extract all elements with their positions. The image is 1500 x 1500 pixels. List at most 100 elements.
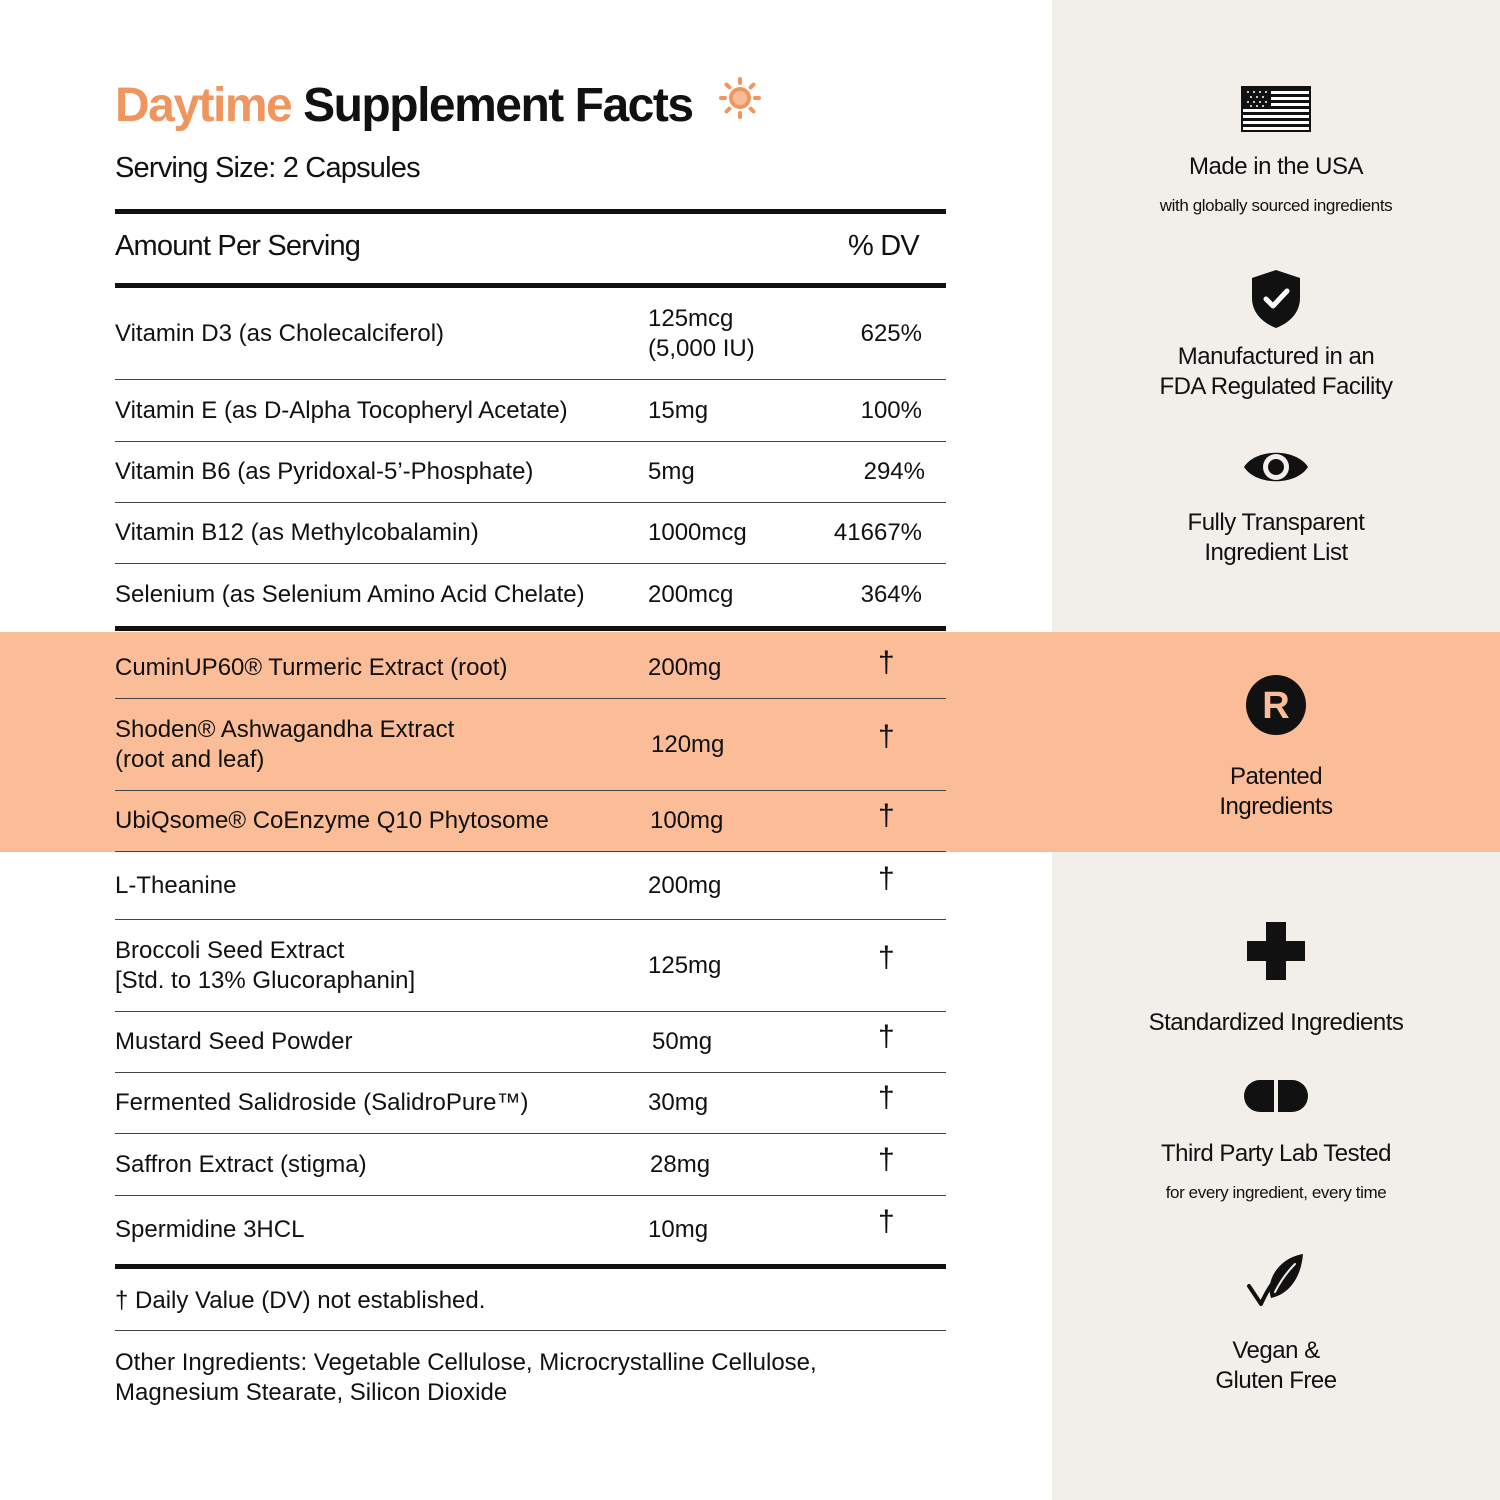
- ingredient-name: Broccoli Seed Extract [Std. to 13% Glucor…: [115, 936, 416, 994]
- row-divider: [115, 919, 946, 920]
- dagger-mark: †: [878, 861, 895, 895]
- feature-title: Gluten Free: [1215, 1367, 1337, 1394]
- footnote-divider: [115, 1330, 946, 1331]
- sun-icon: [718, 76, 762, 133]
- feature-title: Ingredient List: [1204, 539, 1348, 566]
- feature-title: Vegan &: [1232, 1337, 1320, 1364]
- divider-section: [115, 626, 946, 631]
- feature-fda-facility: Manufactured in an FDA Regulated Facilit…: [1052, 260, 1500, 420]
- dagger-mark: †: [878, 1020, 895, 1054]
- ingredient-name: Vitamin E (as D-Alpha Tocopheryl Acetate…: [115, 396, 568, 424]
- ingredient-amount: 125mcg (5,000 IU): [648, 304, 755, 362]
- ingredient-name: CuminUP60® Turmeric Extract (root): [115, 653, 508, 681]
- feature-title: Standardized Ingredients: [1148, 1009, 1404, 1036]
- dagger-mark: †: [878, 941, 895, 975]
- title-main: Supplement Facts: [303, 79, 694, 132]
- divider-header: [115, 283, 946, 288]
- row-divider: [115, 441, 946, 442]
- ingredient-amount: 28mg: [650, 1150, 711, 1178]
- ingredient-name: Saffron Extract (stigma): [115, 1150, 367, 1178]
- ingredient-amount: 200mcg: [648, 581, 734, 608]
- ingredient-amount: 50mg: [652, 1028, 713, 1055]
- feature-title: Made in the USA: [1189, 153, 1363, 180]
- usa-flag-icon: [1241, 86, 1311, 137]
- row-divider: [115, 1011, 946, 1012]
- feature-title: Patented: [1229, 763, 1323, 790]
- capsule-icon: [1242, 1078, 1310, 1119]
- ingredient-name: Vitamin B6 (as Pyridoxal-5’-Phosphate): [115, 458, 534, 485]
- table-row: Vitamin E (as D-Alpha Tocopheryl Acetate…: [115, 380, 946, 441]
- ingredient-amount: 125mg: [648, 951, 722, 979]
- ingredient-amount: 200mg: [648, 653, 722, 681]
- patented-highlight-band: [0, 632, 1500, 852]
- ingredient-dv: 294%: [863, 458, 925, 485]
- feature-title: Manufactured in an: [1177, 343, 1375, 370]
- serving-size: Serving Size: 2 Capsules: [115, 152, 421, 184]
- ingredient-dv: 100%: [860, 396, 922, 424]
- table-row: Saffron Extract (stigma) 28mg †: [115, 1134, 946, 1195]
- dagger-mark: †: [878, 1081, 895, 1115]
- table-row: UbiQsome® CoEnzyme Q10 Phytosome 100mg †: [115, 791, 946, 851]
- other-ingredients: Other Ingredients: Vegetable Cellulose, …: [115, 1349, 817, 1406]
- header-amount-per-serving: Amount Per Serving: [115, 230, 361, 262]
- title-accent: Daytime: [115, 79, 293, 132]
- registered-icon: R: [1245, 674, 1307, 741]
- feature-vegan-gluten-free: Vegan & Gluten Free: [1052, 1240, 1500, 1410]
- row-divider: [115, 698, 946, 699]
- divider-bottom: [115, 1264, 946, 1269]
- dagger-mark: †: [878, 645, 895, 679]
- feature-subtitle: with globally sourced ingredients: [1159, 196, 1393, 215]
- ingredient-amount: 1000mcg: [648, 519, 747, 546]
- ingredient-name: L-Theanine: [115, 871, 237, 899]
- table-row: L-Theanine 200mg †: [115, 852, 946, 919]
- table-row: Vitamin B6 (as Pyridoxal-5’-Phosphate) 5…: [115, 442, 946, 502]
- table-row: Mustard Seed Powder 50mg †: [115, 1012, 946, 1072]
- ingredient-amount: 10mg: [648, 1216, 709, 1243]
- ingredient-dv: 364%: [860, 581, 922, 608]
- ingredient-dv: 625%: [860, 319, 922, 347]
- feature-patented-ingredients: R Patented Ingredients: [1052, 660, 1500, 830]
- feature-title: Fully Transparent: [1187, 509, 1365, 536]
- feature-title: Third Party Lab Tested: [1160, 1140, 1392, 1167]
- ingredient-name: Vitamin B12 (as Methylcobalamin): [115, 519, 479, 546]
- shield-check-icon: [1249, 268, 1303, 335]
- row-divider: [115, 1195, 946, 1196]
- table-row: Vitamin D3 (as Cholecalciferol) 125mcg (5…: [115, 288, 946, 379]
- ingredient-name: Fermented Salidroside (SalidroPure™): [115, 1089, 529, 1116]
- table-row: Selenium (as Selenium Amino Acid Chelate…: [115, 564, 946, 626]
- row-divider: [115, 1133, 946, 1134]
- feature-made-in-usa: Made in the USA with globally sourced in…: [1052, 0, 1500, 230]
- svg-text:R: R: [1262, 685, 1289, 727]
- table-row: Shoden® Ashwagandha Extract (root and lea…: [115, 699, 946, 790]
- table-row: Vitamin B12 (as Methylcobalamin) 1000mcg…: [115, 503, 946, 563]
- ingredient-amount: 200mg: [648, 871, 722, 899]
- ingredient-amount: 100mg: [650, 807, 724, 834]
- row-divider: [115, 790, 946, 791]
- feature-transparent-list: Fully Transparent Ingredient List: [1052, 440, 1500, 580]
- row-divider: [115, 851, 946, 852]
- table-row: CuminUP60® Turmeric Extract (root) 200mg…: [115, 637, 946, 698]
- feature-title: FDA Regulated Facility: [1159, 373, 1393, 400]
- ingredient-amount: 120mg: [651, 730, 725, 758]
- feature-title: Ingredients: [1219, 793, 1333, 820]
- table-row: Spermidine 3HCL 10mg †: [115, 1196, 946, 1264]
- table-row: Fermented Salidroside (SalidroPure™) 30m…: [115, 1073, 946, 1133]
- ingredient-name: Shoden® Ashwagandha Extract (root and lea…: [115, 715, 455, 773]
- dagger-mark: †: [878, 720, 895, 754]
- feature-lab-tested: Third Party Lab Tested for every ingredi…: [1052, 1070, 1500, 1220]
- dagger-mark: †: [878, 799, 895, 833]
- row-divider: [115, 563, 946, 564]
- divider-top: [115, 209, 946, 214]
- dagger-mark: †: [878, 1204, 895, 1238]
- table-row: Broccoli Seed Extract [Std. to 13% Glucor…: [115, 920, 946, 1011]
- ingredient-name: Spermidine 3HCL: [115, 1216, 305, 1243]
- ingredient-dv: 41667%: [833, 519, 922, 546]
- eye-icon: [1242, 442, 1310, 497]
- dagger-mark: †: [878, 1142, 895, 1176]
- row-divider: [115, 379, 946, 380]
- row-divider: [115, 1072, 946, 1073]
- plus-icon: [1245, 920, 1307, 987]
- page-title: Daytime Supplement Facts: [115, 76, 762, 134]
- feature-standardized: Standardized Ingredients: [1052, 900, 1500, 1050]
- feature-subtitle: for every ingredient, every time: [1165, 1183, 1387, 1202]
